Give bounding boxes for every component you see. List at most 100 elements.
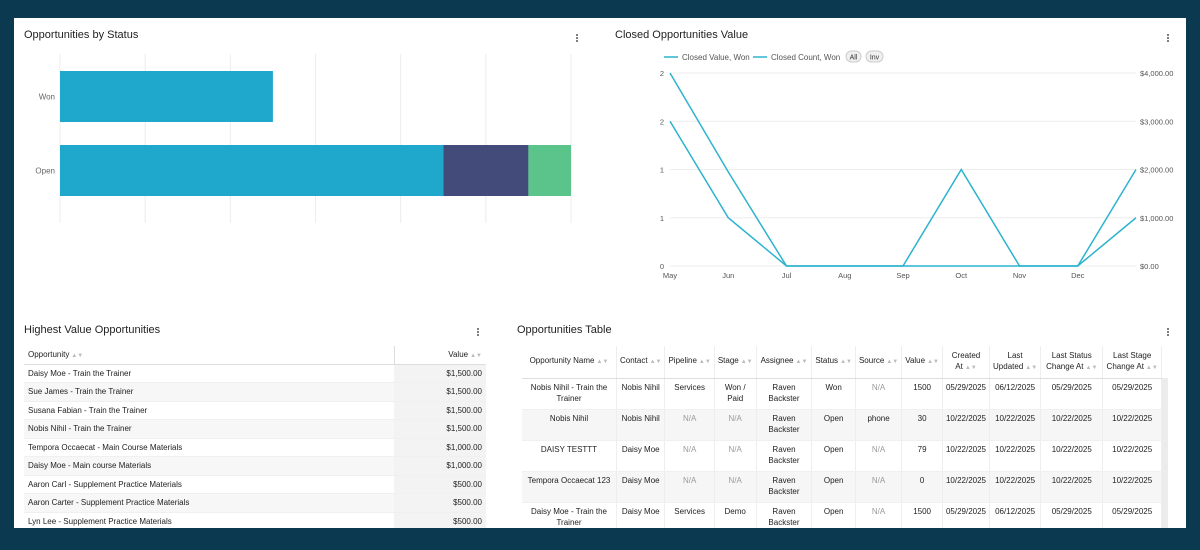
sort-icon[interactable]: ▲▼: [964, 364, 977, 371]
table-cell: 10/22/2025: [989, 471, 1042, 503]
status-bar-chart: 024681012WonOpen: [35, 54, 572, 223]
table-cell: N/A: [855, 440, 903, 472]
closed-panel-menu-icon[interactable]: [1167, 33, 1169, 43]
optable-col-header[interactable]: Assignee ▲▼: [756, 346, 813, 379]
sort-icon[interactable]: ▲▼: [649, 359, 662, 366]
series-line[interactable]: [669, 120, 1137, 267]
status-panel-menu-icon[interactable]: [576, 33, 578, 43]
bar-segment[interactable]: [60, 145, 444, 196]
sort-icon[interactable]: ▲▼: [470, 353, 482, 360]
table-row[interactable]: Daisy Moe - Main course Materials $1,000.…: [24, 456, 486, 476]
table-row[interactable]: Aaron Carter - Supplement Practice Mater…: [24, 493, 486, 513]
table-cell: 0: [901, 471, 943, 503]
table-cell: N/A: [855, 378, 903, 410]
table-cell: Won: [811, 378, 856, 410]
table-cell: 10/22/2025: [1040, 409, 1104, 441]
table-cell: phone: [855, 409, 903, 441]
table-cell: 10/22/2025: [1040, 440, 1104, 472]
legend-label[interactable]: Closed Value, Won: [682, 53, 750, 62]
sort-icon[interactable]: ▲▼: [840, 359, 852, 366]
opportunity-name: Tempora Occaecat - Main Course Materials: [24, 438, 394, 457]
table-cell: N/A: [714, 409, 757, 441]
table-row[interactable]: Susana Fabian - Train the Trainer $1,500.…: [24, 401, 486, 420]
highest-col-opportunity[interactable]: Opportunity ▲▼: [24, 346, 394, 365]
optable-col-header[interactable]: Contact ▲▼: [616, 346, 666, 379]
table-cell: 10/22/2025: [1102, 440, 1162, 472]
table-row[interactable]: Tempora Occaecat 123 Daisy Moe N/A N/A Raven…: [522, 471, 1162, 503]
table-row[interactable]: DAISY TESTTT Daisy Moe N/A N/A Raven Backste…: [522, 440, 1162, 472]
table-cell: Raven Backster: [756, 440, 813, 472]
optable-panel-menu-icon[interactable]: [1167, 327, 1169, 337]
table-cell: 10/22/2025: [1102, 409, 1162, 441]
optable-col-header[interactable]: Status ▲▼: [811, 346, 856, 379]
table-cell: N/A: [714, 440, 757, 472]
optable-col-header[interactable]: Value ▲▼: [901, 346, 943, 379]
optable-col-header[interactable]: Last Status Change At ▲▼: [1040, 346, 1104, 379]
left-axis-tick: 2: [660, 117, 664, 126]
table-cell: N/A: [664, 440, 715, 472]
right-axis-tick: $3,000.00: [1140, 117, 1173, 126]
table-row[interactable]: Daisy Moe - Train the Trainer Daisy Moe Se…: [522, 502, 1162, 528]
left-axis-tick: 2: [660, 69, 664, 78]
table-cell: Services: [664, 502, 715, 528]
table-cell: Demo: [714, 502, 757, 528]
sort-icon[interactable]: ▲▼: [1025, 364, 1038, 371]
highest-panel-menu-icon[interactable]: [477, 327, 479, 337]
x-tick-label: Aug: [838, 271, 851, 280]
table-cell: Raven Backster: [756, 409, 813, 441]
table-row[interactable]: Lyn Lee - Supplement Practice Materials $…: [24, 512, 486, 528]
optable-col-header[interactable]: Last Stage Change At ▲▼: [1102, 346, 1162, 379]
opportunity-name: Susana Fabian - Train the Trainer: [24, 401, 394, 420]
x-tick-label: Sep: [896, 271, 909, 280]
opportunity-value: $1,500.00: [394, 364, 486, 383]
table-cell: Nobis Nihil: [616, 378, 666, 410]
y-category-label: Open: [35, 167, 55, 176]
table-cell: 06/12/2025: [989, 502, 1042, 528]
optable-col-header[interactable]: Pipeline ▲▼: [664, 346, 715, 379]
sort-icon[interactable]: ▲▼: [596, 359, 609, 366]
table-cell: Open: [811, 471, 856, 503]
sort-icon[interactable]: ▲▼: [740, 359, 753, 366]
optable-col-header[interactable]: Opportunity Name ▲▼: [522, 346, 617, 379]
legend-toggle-button[interactable]: [865, 50, 884, 63]
x-tick-label: Jul: [782, 271, 792, 280]
table-row[interactable]: Nobis Nihil Nobis Nihil N/A N/A Raven Backst…: [522, 409, 1162, 441]
optable-scrollbar[interactable]: [1162, 378, 1168, 528]
x-tick-label: Nov: [1013, 271, 1027, 280]
opportunity-value: $500.00: [394, 475, 486, 494]
y-category-label: Won: [39, 93, 55, 102]
table-row[interactable]: Tempora Occaecat - Main Course Materials…: [24, 438, 486, 457]
legend-toggle-button[interactable]: [845, 50, 862, 63]
opportunity-value: $1,500.00: [394, 382, 486, 402]
opportunity-name: Daisy Moe - Train the Trainer: [24, 364, 394, 383]
optable-col-header[interactable]: Source ▲▼: [855, 346, 903, 379]
highest-col-value[interactable]: Value ▲▼: [393, 346, 486, 365]
table-row[interactable]: Nobis Nihil - Train the Trainer $1,500.00: [24, 419, 486, 439]
sort-icon[interactable]: ▲▼: [71, 353, 84, 360]
table-row[interactable]: Sue James - Train the Trainer $1,500.00: [24, 382, 486, 402]
sort-icon[interactable]: ▲▼: [795, 359, 808, 366]
table-row[interactable]: Daisy Moe - Train the Trainer $1,500.00: [24, 364, 486, 383]
legend-label[interactable]: Closed Count, Won: [771, 53, 840, 62]
right-axis-tick: $2,000.00: [1140, 166, 1173, 175]
table-cell: 10/22/2025: [989, 440, 1042, 472]
sort-icon[interactable]: ▲▼: [886, 359, 899, 366]
table-cell: 06/12/2025: [989, 378, 1042, 410]
left-axis-tick: 1: [660, 214, 664, 223]
sort-icon[interactable]: ▲▼: [698, 359, 711, 366]
table-row[interactable]: Nobis Nihil - Train the Trainer Nobis Nih…: [522, 378, 1162, 410]
sort-icon[interactable]: ▲▼: [927, 359, 939, 366]
bar-segment[interactable]: [60, 71, 273, 122]
opportunity-value: $1,500.00: [394, 401, 486, 420]
x-tick-label: Dec: [1071, 271, 1085, 280]
highest-value-table: Opportunity ▲▼ Value ▲▼ Daisy Moe - Train …: [24, 346, 486, 528]
table-row[interactable]: Aaron Carl - Supplement Practice Materia…: [24, 475, 486, 494]
optable-col-header[interactable]: Created At ▲▼: [942, 346, 991, 379]
sort-icon[interactable]: ▲▼: [1085, 364, 1098, 371]
bar-segment[interactable]: [528, 145, 571, 196]
bar-segment[interactable]: [443, 145, 529, 196]
optable-col-header[interactable]: Stage ▲▼: [714, 346, 757, 379]
opportunity-value: $500.00: [394, 493, 486, 513]
sort-icon[interactable]: ▲▼: [1145, 364, 1158, 371]
optable-col-header[interactable]: Last Updated ▲▼: [989, 346, 1042, 379]
